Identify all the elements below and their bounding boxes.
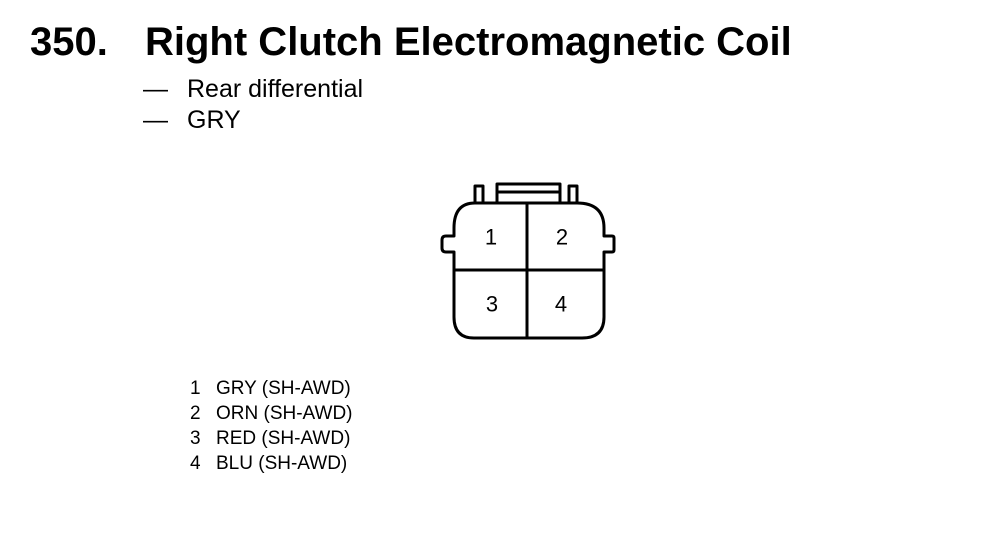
detail-location-text: Rear differential: [187, 75, 364, 103]
pin-number: 4: [190, 453, 201, 474]
pin-wire: RED (SH-AWD): [216, 428, 351, 449]
detail-location: — Rear differential: [143, 74, 363, 105]
component-details: — Rear differential — GRY: [143, 74, 363, 136]
detail-dash: —: [143, 106, 168, 134]
cavity-3-label: 3: [486, 292, 498, 317]
pin-number: 1: [190, 378, 201, 399]
pin-row: 2 ORN (SH-AWD): [188, 401, 353, 426]
pin-row: 1 GRY (SH-AWD): [188, 376, 353, 401]
cavity-2-label: 2: [556, 225, 568, 250]
detail-dash: —: [143, 75, 168, 103]
detail-connector-color: — GRY: [143, 105, 363, 136]
cavity-4-label: 4: [555, 292, 567, 317]
connector-diagram: 1 2 3 4: [440, 182, 616, 340]
component-number: 350.: [30, 20, 108, 64]
pin-number: 3: [190, 428, 201, 449]
pin-wire: GRY (SH-AWD): [216, 378, 351, 399]
pin-assignment-list: 1 GRY (SH-AWD) 2 ORN (SH-AWD) 3 RED (SH-AWD…: [188, 376, 353, 476]
cavity-1-label: 1: [485, 225, 497, 250]
connector-post-right: [567, 184, 579, 205]
pin-wire: ORN (SH-AWD): [216, 403, 353, 424]
pin-row: 3 RED (SH-AWD): [188, 426, 353, 451]
pin-wire: BLU (SH-AWD): [216, 453, 348, 474]
connector-post-left: [473, 184, 485, 205]
page-title: Right Clutch Electromagnetic Coil: [145, 20, 792, 64]
detail-connector-color-text: GRY: [187, 106, 241, 134]
pin-row: 4 BLU (SH-AWD): [188, 451, 353, 476]
connector-body: [440, 201, 616, 340]
pin-number: 2: [190, 403, 201, 424]
